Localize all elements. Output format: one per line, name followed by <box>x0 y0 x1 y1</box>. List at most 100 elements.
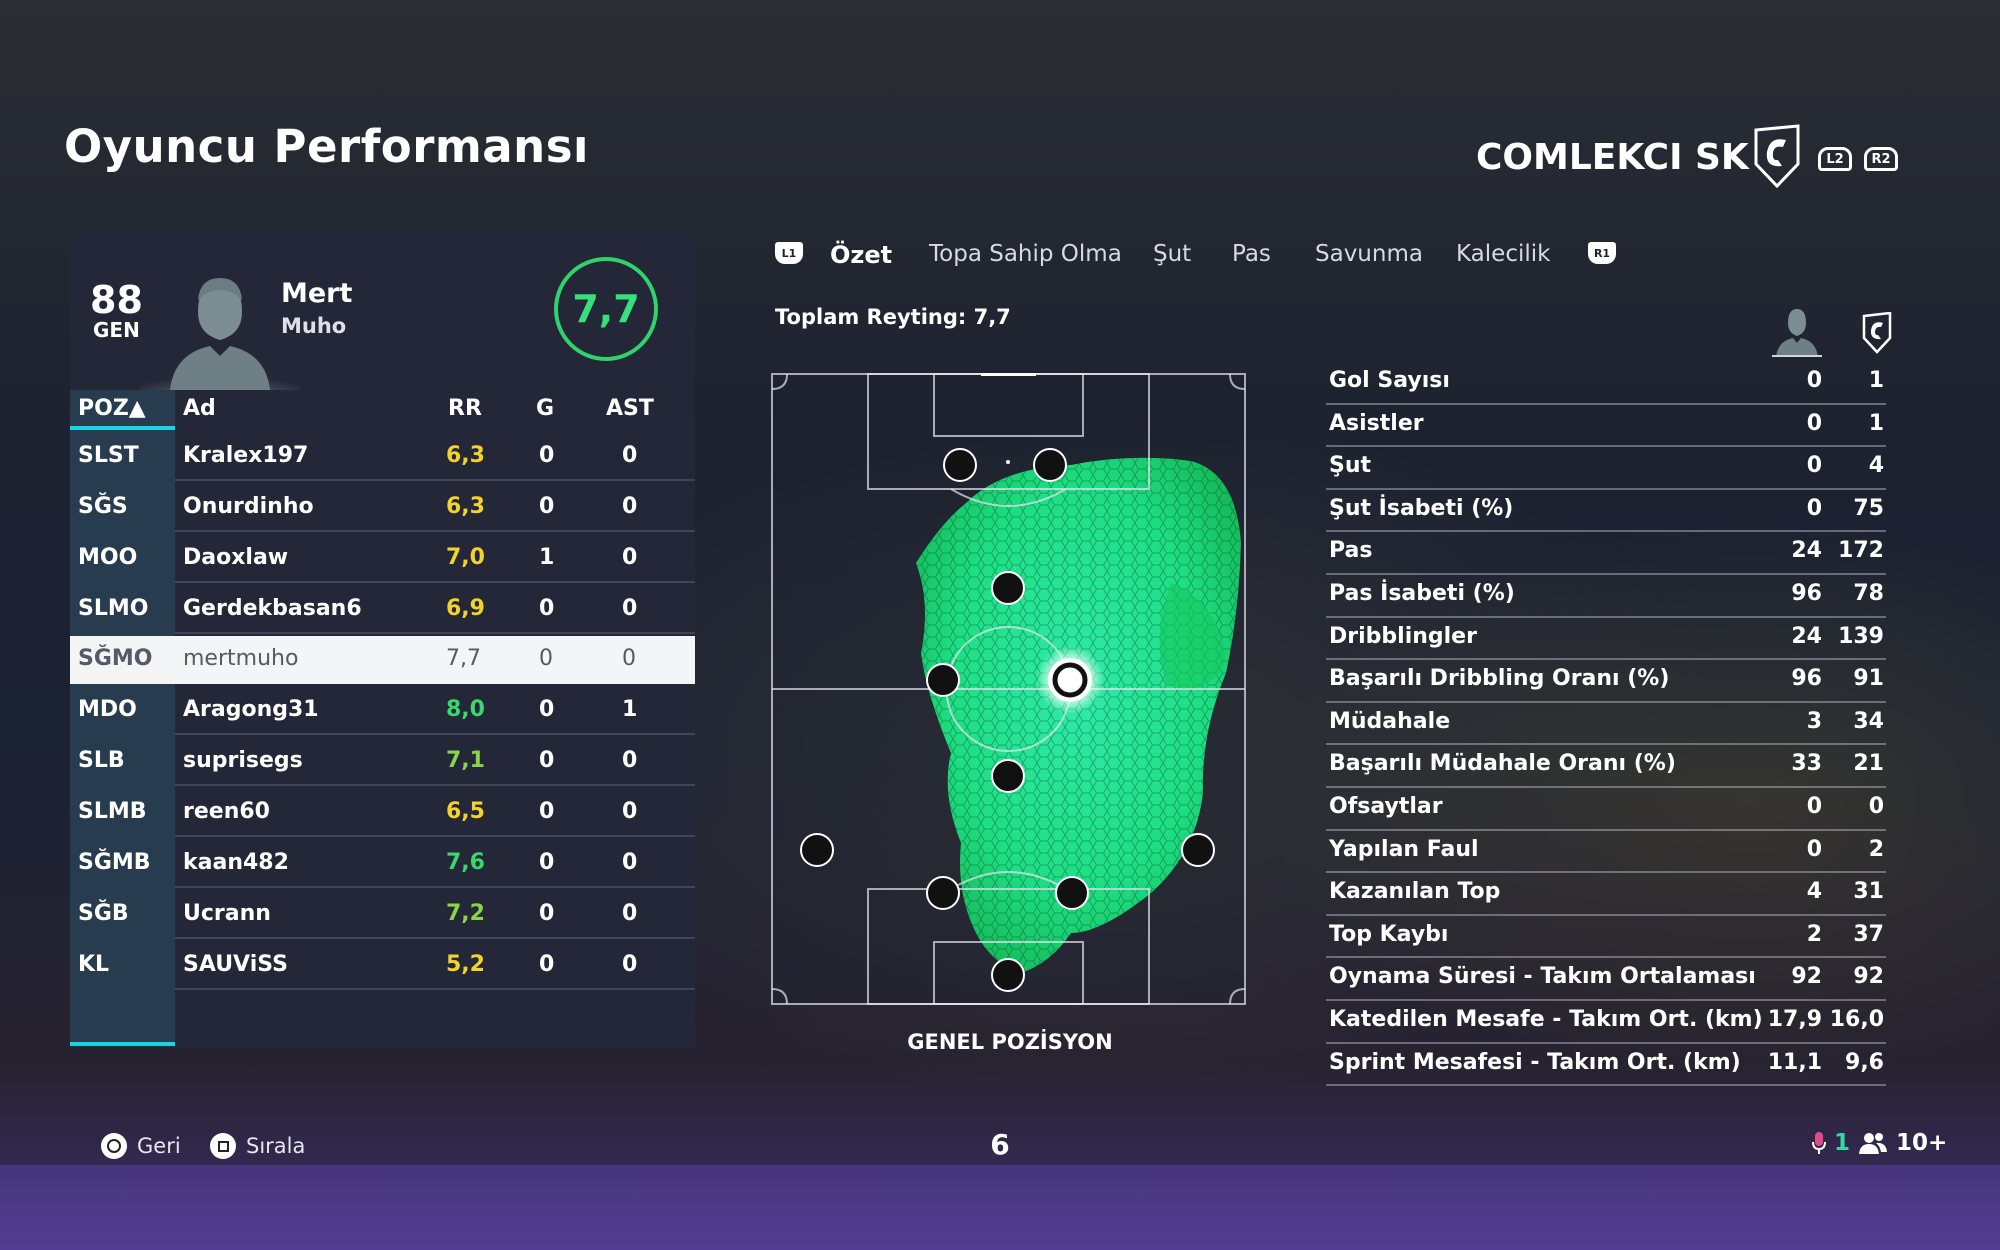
sort-button[interactable]: Sırala <box>210 1133 305 1159</box>
pitch-player-marker <box>991 958 1025 992</box>
pitch-caption: GENEL POZİSYON <box>907 1030 1113 1054</box>
players-icon <box>1859 1133 1888 1154</box>
row-rating: 6,3 <box>446 443 485 468</box>
row-rating: 6,5 <box>446 799 485 824</box>
table-row[interactable]: KL SAUViSS 5,2 0 0 <box>70 942 695 990</box>
row-goals: 0 <box>539 443 555 468</box>
player-first-name: Mert <box>281 278 353 309</box>
row-goals: 0 <box>539 494 555 519</box>
stat-row: Başarılı Müdahale Oranı (%) 33 21 <box>1326 745 1886 788</box>
row-rating: 8,0 <box>446 697 485 722</box>
table-row[interactable]: SLST Kralex197 6,3 0 0 <box>70 433 695 481</box>
table-row[interactable]: SĞMB kaan482 7,6 0 0 <box>70 840 695 888</box>
stat-player-value: 24 <box>1791 538 1822 564</box>
player-column-avatar <box>1772 305 1822 357</box>
stat-label: Şut <box>1329 453 1372 479</box>
row-assists: 0 <box>622 596 638 621</box>
stat-label: Katedilen Mesafe - Takım Ort. (km) <box>1329 1006 1763 1032</box>
stat-label: Şut İsabeti (%) <box>1329 495 1514 521</box>
table-row[interactable]: SLMO Gerdekbasan6 6,9 0 0 <box>70 586 695 634</box>
r1-button[interactable]: R1 <box>1588 242 1616 264</box>
back-button[interactable]: Geri <box>101 1133 181 1159</box>
table-row[interactable]: MDO Aragong31 8,0 0 1 <box>70 687 695 735</box>
stat-row: Oynama Süresi - Takım Ortalaması 92 92 <box>1326 958 1886 1001</box>
pitch-player-marker <box>991 759 1025 793</box>
tab-ozet[interactable]: Özet <box>830 241 893 269</box>
table-row[interactable]: SĞB Ucrann 7,2 0 0 <box>70 891 695 939</box>
row-goals: 1 <box>539 545 555 570</box>
stat-team-value: 139 <box>1838 623 1884 649</box>
stat-row: Kazanılan Top 4 31 <box>1326 873 1886 916</box>
row-rating: 7,2 <box>446 901 485 926</box>
sort-indicator-underline <box>70 426 175 430</box>
row-pos: MDO <box>78 697 137 722</box>
l1-button[interactable]: L1 <box>775 242 803 264</box>
row-pos: SĞB <box>78 901 129 926</box>
team-name: COMLEKCI SK <box>1476 137 1749 178</box>
row-name: Gerdekbasan6 <box>183 596 362 621</box>
stat-player-value: 4 <box>1806 879 1822 905</box>
player-rating-badge: 7,7 <box>554 257 658 361</box>
stat-label: Top Kaybı <box>1329 921 1449 947</box>
table-row[interactable]: SLMB reen60 6,5 0 0 <box>70 789 695 837</box>
row-goals: 0 <box>539 799 555 824</box>
r2-button[interactable]: R2 <box>1864 147 1898 171</box>
row-goals: 0 <box>539 646 553 671</box>
table-row-selected[interactable]: SĞMO mertmuho 7,7 0 0 <box>70 636 695 684</box>
players-count: 10+ <box>1896 1130 1948 1156</box>
row-assists: 0 <box>622 545 638 570</box>
tab-topa-sahip-olma[interactable]: Topa Sahip Olma <box>929 241 1122 267</box>
row-name: Onurdinho <box>183 494 314 519</box>
col-header-ast[interactable]: AST <box>606 396 654 421</box>
col-header-name[interactable]: Ad <box>183 396 216 421</box>
l2-button[interactable]: L2 <box>1818 147 1852 171</box>
sort-label: Sırala <box>246 1134 306 1158</box>
table-row[interactable]: SLB suprisegs 7,1 0 0 <box>70 738 695 786</box>
stat-row: Katedilen Mesafe - Takım Ort. (km) 17,9 16… <box>1326 1001 1886 1044</box>
stat-label: Başarılı Dribbling Oranı (%) <box>1329 666 1670 692</box>
stat-team-value: 9,6 <box>1845 1049 1884 1075</box>
table-row[interactable]: MOO Daoxlaw 7,0 1 0 <box>70 535 695 583</box>
stat-player-value: 92 <box>1791 964 1822 990</box>
row-pos: SLB <box>78 748 125 773</box>
stat-team-value: 1 <box>1868 368 1884 393</box>
col-header-pos[interactable]: POZ▲ <box>78 396 146 421</box>
row-pos: SĞMB <box>78 850 151 875</box>
back-label: Geri <box>137 1134 181 1158</box>
row-assists: 0 <box>622 850 638 875</box>
col-header-g[interactable]: G <box>536 396 555 421</box>
stat-label: Sprint Mesafesi - Takım Ort. (km) <box>1329 1049 1741 1075</box>
tab-pas[interactable]: Pas <box>1232 241 1271 267</box>
stat-team-value: 2 <box>1868 836 1884 862</box>
stat-row: Pas 24 172 <box>1326 532 1886 575</box>
stat-player-value: 0 <box>1806 836 1822 862</box>
row-name: kaan482 <box>183 850 289 875</box>
stat-player-value: 96 <box>1791 666 1822 692</box>
pitch-player-marker <box>800 833 834 867</box>
tab-savunma[interactable]: Savunma <box>1315 241 1423 267</box>
row-name: suprisegs <box>183 748 303 773</box>
player-avatar <box>140 270 300 390</box>
player-last-name: Muho <box>281 314 347 338</box>
row-assists: 0 <box>622 748 638 773</box>
stat-label: Oynama Süresi - Takım Ortalaması <box>1329 964 1756 990</box>
row-pos: SLMO <box>78 596 149 621</box>
total-rating: Toplam Reyting: 7,7 <box>775 305 1011 329</box>
stat-player-value: 11,1 <box>1767 1049 1822 1075</box>
row-goals: 0 <box>539 952 555 977</box>
tab-sut[interactable]: Şut <box>1153 241 1192 267</box>
row-rating: 6,9 <box>446 596 485 621</box>
stat-row: Asistler 0 1 <box>1326 405 1886 448</box>
stat-team-value: 172 <box>1838 538 1884 564</box>
square-button-icon <box>210 1133 236 1159</box>
tab-kalecilik[interactable]: Kalecilik <box>1456 241 1551 267</box>
row-name: Ucrann <box>183 901 271 926</box>
pitch-player-marker <box>926 663 960 697</box>
player-overall-label: GEN <box>93 318 140 342</box>
table-row[interactable]: SĞS Onurdinho 6,3 0 0 <box>70 484 695 532</box>
row-rating: 5,2 <box>446 952 485 977</box>
stat-player-value: 0 <box>1806 793 1822 819</box>
stat-player-value: 0 <box>1806 453 1822 479</box>
col-header-rr[interactable]: RR <box>448 396 482 421</box>
stat-label: Yapılan Faul <box>1329 836 1479 862</box>
